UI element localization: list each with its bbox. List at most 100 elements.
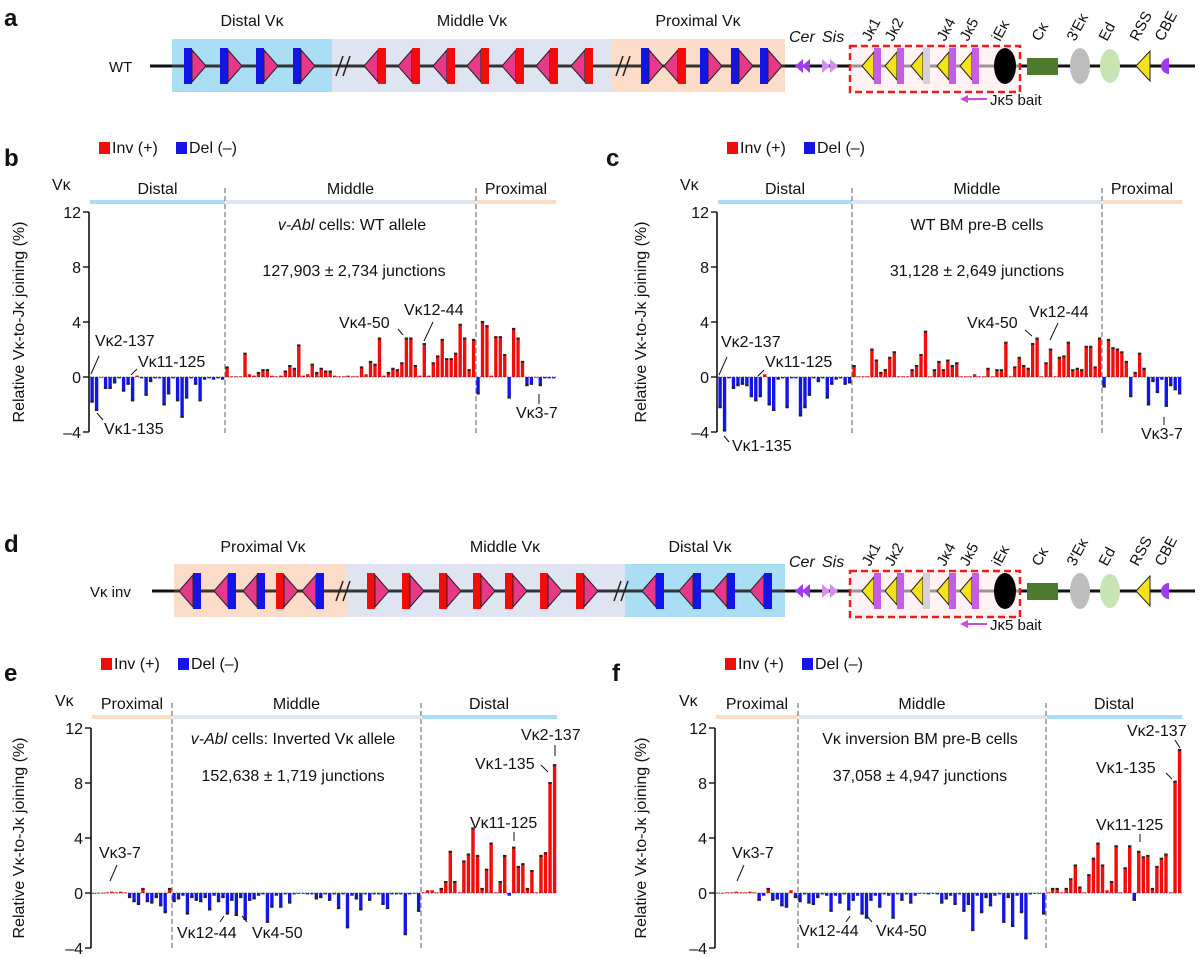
- error-bar: [162, 403, 166, 406]
- locus-element-label: Ed: [1096, 20, 1120, 44]
- error-bar: [247, 898, 252, 901]
- error-bar: [722, 429, 727, 432]
- error-bar: [230, 898, 234, 901]
- bar: [891, 893, 895, 918]
- 3-prime-enhancer-icon: [1070, 48, 1090, 84]
- bar: [1169, 377, 1173, 386]
- bar: [425, 890, 430, 893]
- bar: [203, 893, 207, 898]
- j-segment-icon: [874, 573, 881, 609]
- bar: [971, 893, 975, 931]
- bar: [1124, 361, 1128, 378]
- v-segment-coding-icon: [678, 48, 686, 84]
- y-tick-label: 8: [698, 776, 707, 793]
- bar: [427, 375, 431, 378]
- bar: [1004, 342, 1008, 378]
- cbe-icon: [1161, 58, 1169, 74]
- panel-f-titles: Vκ inversion BM pre-B cells 37,058 ± 4,9…: [732, 723, 1187, 940]
- bar: [548, 783, 552, 893]
- bar: [1078, 887, 1082, 893]
- bar: [745, 377, 749, 386]
- bar: [292, 368, 297, 377]
- bar: [767, 377, 771, 405]
- annotation-pointer: [1024, 329, 1033, 337]
- error-bar: [1041, 912, 1046, 915]
- bar: [979, 893, 984, 913]
- sis-icon: [822, 59, 830, 73]
- rss-triangle-icon: [512, 573, 528, 609]
- error-bar: [148, 380, 153, 383]
- legend-label-del: Del (–): [815, 656, 863, 673]
- v-segment-coding-icon: [656, 573, 664, 609]
- error-bar: [190, 896, 194, 899]
- bar: [740, 377, 745, 384]
- y-tick-label: –4: [689, 941, 707, 957]
- bar: [1069, 879, 1073, 893]
- rss-triangle-icon: [446, 573, 462, 609]
- break-mark-icon: [342, 580, 351, 602]
- bar: [1006, 893, 1010, 898]
- error-bar: [359, 908, 363, 911]
- bar: [416, 893, 421, 911]
- error-bar: [548, 782, 552, 784]
- error-bar: [984, 896, 988, 899]
- bar: [1071, 370, 1075, 378]
- error-bar: [1123, 867, 1127, 870]
- bar: [966, 893, 971, 904]
- cer-icon: [802, 59, 810, 73]
- error-bar: [480, 887, 484, 890]
- bar: [157, 377, 162, 379]
- bar: [932, 370, 937, 378]
- error-bar: [484, 868, 489, 871]
- error-bar: [462, 860, 466, 863]
- bar: [453, 882, 457, 893]
- annotation-vk4-50: Vκ4-50: [876, 923, 927, 940]
- bar: [731, 377, 736, 388]
- y-tick-label: 0: [700, 370, 709, 387]
- error-bar: [216, 900, 221, 903]
- error-bar: [377, 337, 382, 340]
- bar: [1082, 892, 1087, 894]
- bar: [252, 375, 256, 378]
- bar: [802, 893, 807, 895]
- error-bar: [1137, 352, 1142, 355]
- bar: [1097, 338, 1102, 377]
- bar: [757, 893, 761, 900]
- bar: [274, 893, 279, 896]
- bar: [162, 377, 166, 405]
- bait-label: Jκ5 bait: [990, 92, 1043, 109]
- error-bar: [475, 854, 480, 857]
- error-bar: [314, 897, 319, 900]
- ed-enhancer-icon: [1100, 49, 1120, 83]
- bar: [833, 893, 838, 896]
- error-bar: [1102, 385, 1106, 388]
- bar: [216, 893, 221, 902]
- error-bar: [521, 863, 525, 866]
- bar: [368, 893, 372, 900]
- error-bar: [955, 362, 959, 365]
- error-bar: [270, 905, 274, 908]
- bar: [997, 893, 1002, 895]
- y-tick-label: 12: [691, 205, 709, 222]
- bar: [391, 368, 395, 377]
- locus-element-label: iEκ: [989, 17, 1014, 44]
- v-segment-coding-icon: [256, 48, 264, 84]
- error-bar: [999, 369, 1004, 372]
- chart-panel-e: e Inv (+) Del (–) Vκ Relative Vκ-to-Jκ joini…: [4, 656, 557, 957]
- break-mark-icon: [613, 580, 622, 602]
- error-bar: [829, 909, 833, 912]
- title-italic: v-Abl: [191, 731, 228, 748]
- error-bar: [234, 914, 238, 916]
- bar: [507, 377, 511, 398]
- bar: [512, 847, 516, 894]
- error-bar: [359, 366, 364, 369]
- bar: [507, 893, 511, 896]
- error-bar: [121, 389, 126, 392]
- locus-element-label: Jκ1: [859, 15, 885, 44]
- error-bar: [336, 907, 341, 910]
- error-bar: [910, 369, 914, 372]
- bar: [350, 376, 355, 378]
- bar: [784, 893, 789, 907]
- bar: [1137, 353, 1142, 378]
- error-bar: [1093, 366, 1097, 369]
